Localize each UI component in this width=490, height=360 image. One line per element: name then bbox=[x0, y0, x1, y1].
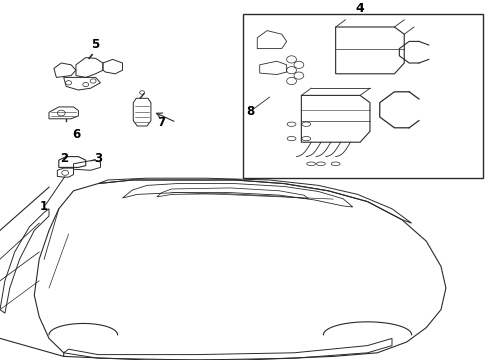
Text: 8: 8 bbox=[246, 105, 254, 118]
Text: 4: 4 bbox=[356, 3, 365, 15]
Text: 2: 2 bbox=[60, 152, 68, 165]
Text: 7: 7 bbox=[158, 116, 166, 129]
Text: 5: 5 bbox=[92, 39, 99, 51]
Bar bbox=[243, 14, 483, 178]
Text: 3: 3 bbox=[94, 152, 102, 165]
Text: 1: 1 bbox=[40, 201, 48, 213]
Text: 6: 6 bbox=[72, 129, 80, 141]
